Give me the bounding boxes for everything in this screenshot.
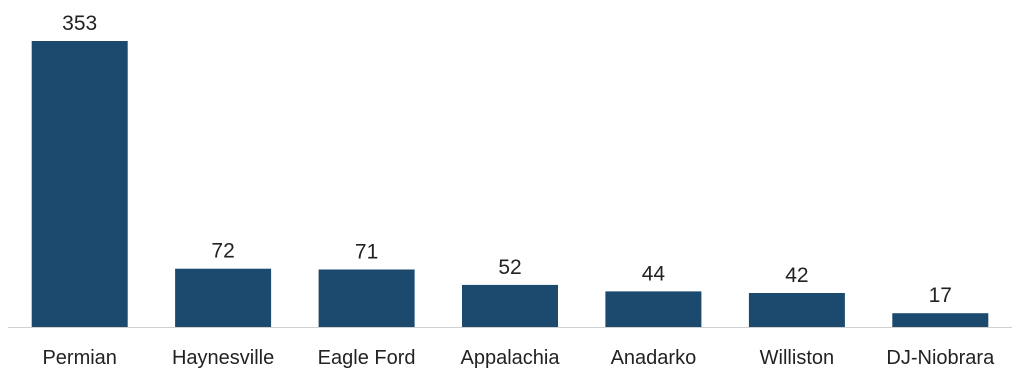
bars-group	[31, 41, 989, 327]
bar-williston	[748, 293, 845, 327]
bar-haynesville	[175, 268, 272, 327]
x-tick-label: DJ-Niobrara	[886, 347, 995, 369]
data-label: 44	[642, 262, 666, 285]
data-label: 42	[785, 264, 808, 287]
x-tick-label: Haynesville	[172, 347, 274, 369]
x-tick-label: Anadarko	[611, 347, 697, 369]
bar-permian	[31, 41, 128, 327]
data-label: 71	[355, 241, 378, 264]
data-label: 353	[62, 12, 97, 35]
bar-appalachia	[462, 284, 558, 327]
bar-anadarko	[605, 291, 702, 327]
bar-eagle-ford	[318, 269, 415, 327]
x-tick-labels-group: Permian Haynesville Eagle Ford Appalachia An…	[42, 347, 995, 369]
x-tick-label: Williston	[760, 347, 834, 369]
x-tick-label: Permian	[42, 347, 116, 369]
data-label: 72	[211, 240, 234, 263]
data-label: 17	[929, 284, 952, 307]
data-label: 52	[498, 256, 521, 279]
data-labels-group: 353 72 71 52 44 42 17	[62, 12, 952, 307]
bar-dj-niobrara	[892, 313, 989, 327]
x-tick-label: Eagle Ford	[318, 347, 416, 369]
x-tick-label: Appalachia	[461, 347, 561, 369]
